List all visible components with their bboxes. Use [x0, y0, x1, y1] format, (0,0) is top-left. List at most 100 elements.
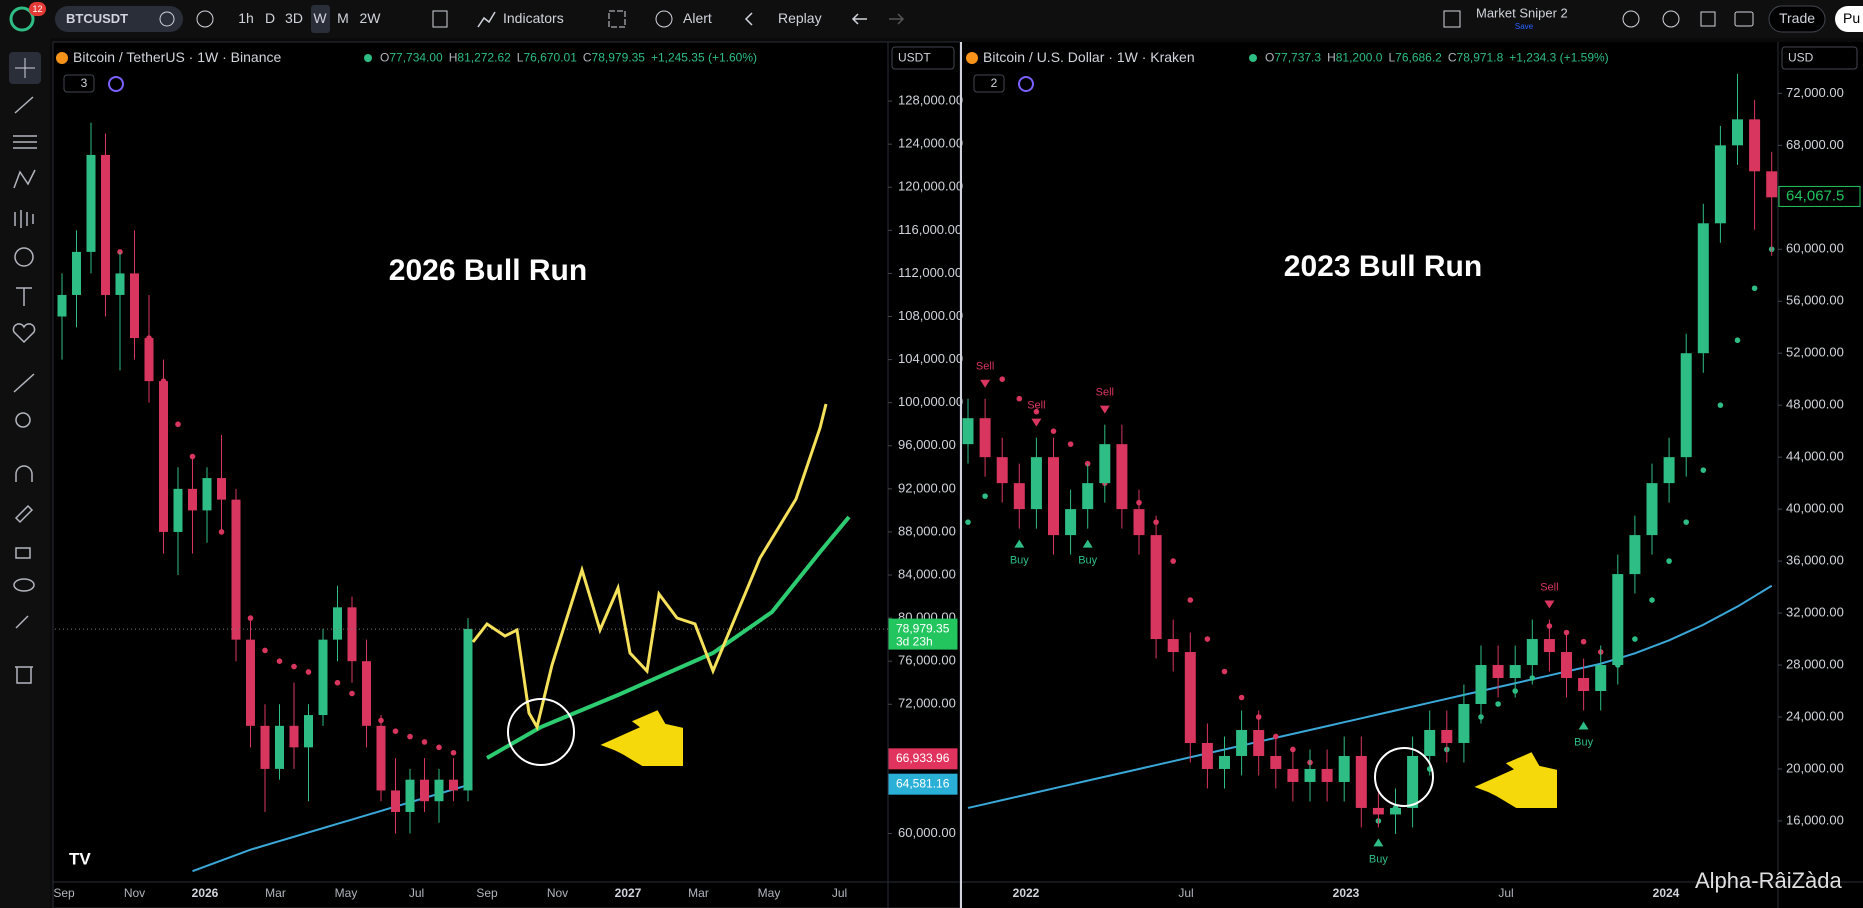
candle-body: [1372, 807, 1384, 815]
visibility-tool[interactable]: [13, 578, 35, 592]
candle-body: [260, 725, 270, 769]
y-tick-label: 44,000.00: [1786, 449, 1844, 464]
y-tick-label: 104,000.00: [898, 351, 963, 366]
signal-label: Buy: [1369, 853, 1388, 865]
candle-body: [1475, 665, 1487, 705]
badge-box[interactable]: [973, 74, 1005, 93]
avatar[interactable]: [9, 6, 35, 32]
ohlc-value: 81,200.0: [1336, 51, 1383, 65]
snapshot-icon[interactable]: [1734, 11, 1754, 27]
undo[interactable]: [851, 13, 867, 25]
change: +1,234.3 (+1.59%): [1509, 51, 1608, 65]
zoom-tool[interactable]: [15, 412, 31, 428]
sar-dot: [1016, 395, 1023, 402]
trade-pill[interactable]: [1768, 5, 1826, 33]
text-tool[interactable]: [16, 287, 32, 306]
y-tick-label: 72,000.00: [1786, 85, 1844, 100]
candle-body: [159, 381, 168, 532]
price-tag-countdown: 3d 23h: [896, 634, 933, 648]
currency[interactable]: USDT: [898, 51, 931, 65]
trend-tool[interactable]: [14, 96, 34, 114]
y-tick-label: 72,000.00: [898, 696, 956, 711]
currency-box[interactable]: [891, 46, 955, 70]
symbol[interactable]: BTCUSDT: [66, 11, 128, 26]
interval-button[interactable]: 2W: [360, 10, 382, 26]
interval-button[interactable]: D: [265, 10, 275, 26]
patterns-tool[interactable]: [12, 323, 36, 344]
trade-button[interactable]: Trade: [1779, 10, 1815, 26]
currency[interactable]: USD: [1788, 51, 1814, 65]
sar-dot: [1067, 441, 1074, 447]
lock-tool[interactable]: [15, 547, 31, 559]
chart: Bitcoin / U.S. Dollar · 1W · Kraken O77,7…: [962, 46, 1861, 900]
x-tick-label: 2024: [1653, 886, 1680, 900]
interval-button[interactable]: W: [313, 10, 327, 26]
indicator-icon: [108, 76, 124, 92]
indicators-icon[interactable]: [477, 11, 496, 28]
sar-dot: [1033, 408, 1040, 415]
fullscreen-icon[interactable]: [1700, 11, 1716, 27]
alert-button[interactable]: Alert: [683, 10, 712, 26]
signal-arrow: [980, 379, 991, 388]
interval-button[interactable]: 3D: [285, 10, 303, 26]
measure-tool[interactable]: [13, 373, 35, 393]
ohlc-value: 81,272.62: [457, 51, 511, 65]
delete-tool[interactable]: [15, 666, 33, 684]
fib-tool[interactable]: [13, 135, 37, 149]
alert-icon[interactable]: [655, 10, 673, 28]
interval-button[interactable]: 1h: [238, 10, 254, 26]
shapes-tool[interactable]: [14, 247, 34, 267]
y-tick-label: 120,000.00: [898, 179, 963, 194]
save-label[interactable]: Save: [1515, 22, 1534, 31]
y-tick-label: 88,000.00: [898, 523, 956, 538]
sar-dot: [1751, 285, 1758, 292]
badge-box[interactable]: [63, 74, 95, 93]
replay-icon[interactable]: [744, 12, 753, 26]
layout-name[interactable]: Market Sniper 2: [1476, 5, 1568, 20]
x-tick-label: Nov: [547, 886, 568, 900]
replay-button[interactable]: Replay: [778, 10, 822, 26]
candle-body: [1561, 652, 1572, 679]
y-tick-label: 68,000.00: [1786, 137, 1844, 152]
redo[interactable]: [889, 13, 905, 25]
ohlc-label: C: [583, 51, 592, 65]
compare-button[interactable]: [196, 10, 214, 28]
candle-body: [1338, 755, 1350, 782]
publish-button[interactable]: Pu: [1843, 10, 1860, 26]
draw-lock[interactable]: [14, 504, 34, 524]
status-dot: [364, 54, 372, 62]
forecast-tool[interactable]: [14, 210, 34, 228]
candle-body: [1663, 457, 1675, 484]
symbol-icon[interactable]: [159, 11, 175, 27]
x-tick-label: Sep: [476, 886, 498, 900]
candle-body: [347, 607, 357, 662]
pattern-tool[interactable]: [13, 169, 36, 189]
chart-type[interactable]: [432, 10, 448, 28]
candle-body: [1133, 509, 1145, 536]
y-tick-label: 112,000.00: [898, 265, 962, 280]
magnet-tool[interactable]: [15, 465, 33, 482]
layout-icon[interactable]: [1443, 10, 1461, 28]
templates-icon[interactable]: [608, 10, 626, 28]
search-icon[interactable]: [1622, 10, 1640, 28]
ohlc-label: H: [1327, 51, 1336, 65]
pane-badge[interactable]: 3: [81, 76, 88, 90]
price-tag: [888, 773, 958, 795]
settings-icon[interactable]: [1662, 10, 1680, 28]
symbol-search[interactable]: [55, 6, 183, 32]
pane-badge[interactable]: 2: [991, 76, 998, 90]
publish-pill[interactable]: [1835, 6, 1863, 32]
price-tag-label: 78,979.35: [896, 621, 950, 635]
signal-label: Sell: [1027, 400, 1045, 412]
candle-body: [391, 790, 400, 812]
drawn-green-curve: [486, 515, 851, 760]
interval-button[interactable]: M: [337, 10, 349, 26]
link-tool[interactable]: [15, 615, 29, 629]
currency-box[interactable]: [1781, 46, 1858, 70]
indicators-button[interactable]: Indicators: [503, 10, 564, 26]
candle-body: [1407, 755, 1419, 808]
candle-body: [1424, 729, 1436, 756]
sar-dot: [1170, 558, 1176, 564]
y-tick-label: 92,000.00: [898, 480, 956, 495]
y-tick-label: 84,000.00: [898, 566, 956, 581]
